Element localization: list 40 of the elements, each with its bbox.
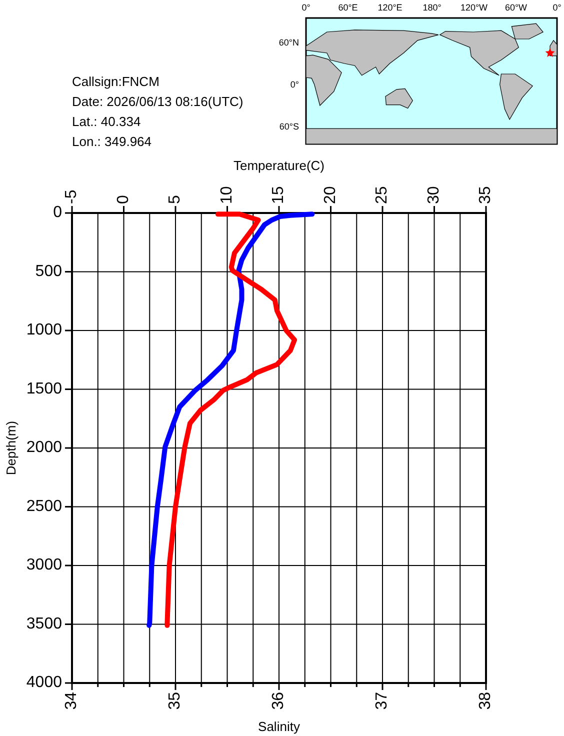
x-tick-label: 35 [166,692,184,710]
text: 60°E [338,2,358,12]
text: 120°E [378,2,402,12]
text: Lat.: 40.334 [72,114,141,129]
text: 0° [290,79,300,90]
text: 180° [422,2,442,12]
x2-tick-label: 30 [425,186,442,204]
y-tick-label: 1500 [26,380,62,398]
y-tick-label: 4000 [26,674,62,692]
x-tick-label: 37 [374,692,391,710]
x2-tick-label: 25 [374,186,391,204]
text: Callsign:FNCM [72,74,160,89]
text: 0° [552,2,562,12]
x-tick-label: 34 [63,692,80,710]
x2-tick-label: 5 [166,195,184,204]
text: Lon.: 349.964 [72,134,152,149]
text: 60°W [504,2,528,12]
x2-tick-label: 10 [218,186,236,204]
text: 120°W [460,2,488,12]
x-tick-label: 38 [477,692,494,710]
x2-tick-label: -5 [63,190,80,204]
x2-tick-label: 20 [322,186,339,204]
text: Date: 2026/06/13 08:16(UTC) [72,94,244,109]
y-axis-title: Depth(m) [3,420,18,476]
y-tick-label: 2500 [26,498,62,515]
x-axis-title: Salinity [258,719,300,734]
x-tick-label: 36 [270,692,288,710]
y-tick-label: 2000 [26,439,62,456]
x2-tick-label: 0 [114,195,132,204]
y-tick-label: 0 [53,204,62,222]
y-tick-label: 3000 [26,556,62,574]
y-tick-label: 3500 [26,615,62,632]
x2-tick-label: 15 [270,186,288,204]
text: 0° [302,2,311,12]
x2-tick-label: 35 [477,186,494,204]
text: 60°N [278,37,299,48]
text: 60°S [279,121,299,132]
y-tick-label: 1000 [26,322,62,339]
y-tick-label: 500 [35,262,62,280]
x2-axis-title: Temperature(C) [233,158,325,173]
